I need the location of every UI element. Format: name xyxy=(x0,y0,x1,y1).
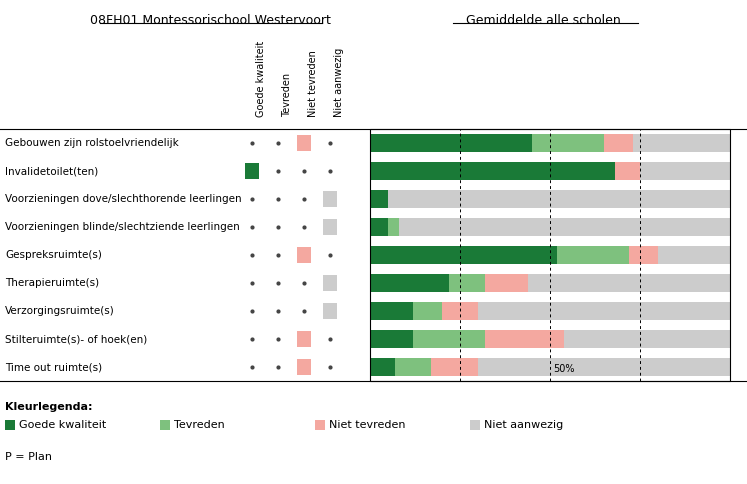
Bar xyxy=(413,330,486,348)
Bar xyxy=(323,191,337,207)
Text: Gespreksruimte(s): Gespreksruimte(s) xyxy=(5,250,102,260)
Bar xyxy=(297,331,311,347)
Bar xyxy=(370,218,388,236)
Bar xyxy=(431,358,478,376)
Bar xyxy=(528,274,730,292)
Text: Time out ruimte(s): Time out ruimte(s) xyxy=(5,362,102,372)
Text: Tevreden: Tevreden xyxy=(282,73,292,117)
Text: Verzorgingsruimte(s): Verzorgingsruimte(s) xyxy=(5,306,115,316)
Bar xyxy=(388,190,730,208)
Bar xyxy=(323,219,337,235)
Bar xyxy=(245,163,259,179)
Text: Voorzieningen blinde/slechtziende leerlingen: Voorzieningen blinde/slechtziende leerli… xyxy=(5,222,240,232)
Text: Invalidetoilet(ten): Invalidetoilet(ten) xyxy=(5,166,99,176)
Bar xyxy=(323,275,337,291)
Text: 08FH01 Montessorischool Westervoort: 08FH01 Montessorischool Westervoort xyxy=(90,14,330,27)
Text: Voorzieningen dove/slechthorende leerlingen: Voorzieningen dove/slechthorende leerlin… xyxy=(5,194,241,204)
Bar xyxy=(370,330,413,348)
Bar xyxy=(640,162,730,180)
Bar xyxy=(370,162,615,180)
Text: Gebouwen zijn rolstoelvriendelijk: Gebouwen zijn rolstoelvriendelijk xyxy=(5,138,179,148)
Bar xyxy=(478,302,730,320)
Bar xyxy=(297,247,311,263)
Bar xyxy=(323,303,337,319)
Bar xyxy=(633,134,730,152)
Bar xyxy=(557,246,629,264)
Bar xyxy=(532,134,604,152)
Bar xyxy=(395,358,431,376)
Text: Stilteruimte(s)- of hoek(en): Stilteruimte(s)- of hoek(en) xyxy=(5,334,147,344)
Bar xyxy=(370,246,557,264)
Bar xyxy=(442,302,478,320)
Text: Therapieruimte(s): Therapieruimte(s) xyxy=(5,278,99,288)
Bar xyxy=(629,246,658,264)
Bar xyxy=(370,274,449,292)
Bar xyxy=(615,162,640,180)
Bar xyxy=(604,134,633,152)
Bar xyxy=(399,218,730,236)
Bar xyxy=(565,330,730,348)
Bar xyxy=(5,420,15,430)
Bar xyxy=(370,358,395,376)
Bar xyxy=(449,274,486,292)
Bar xyxy=(370,302,413,320)
Bar xyxy=(478,358,730,376)
Bar xyxy=(486,330,565,348)
Bar xyxy=(370,134,532,152)
Bar xyxy=(297,359,311,375)
Text: Goede kwaliteit: Goede kwaliteit xyxy=(19,420,106,430)
Text: Goede kwaliteit: Goede kwaliteit xyxy=(256,41,266,117)
Bar xyxy=(160,420,170,430)
Bar xyxy=(413,302,442,320)
Text: Kleurlegenda:: Kleurlegenda: xyxy=(5,402,93,412)
Bar xyxy=(297,135,311,151)
Bar xyxy=(470,420,480,430)
Text: Gemiddelde alle scholen: Gemiddelde alle scholen xyxy=(465,14,620,27)
Text: Niet tevreden: Niet tevreden xyxy=(308,50,318,117)
Bar xyxy=(486,274,528,292)
Text: Niet aanwezig: Niet aanwezig xyxy=(484,420,563,430)
Bar xyxy=(370,129,730,381)
Text: Tevreden: Tevreden xyxy=(174,420,225,430)
Bar xyxy=(370,190,388,208)
Text: P = Plan: P = Plan xyxy=(5,452,52,462)
Text: Niet tevreden: Niet tevreden xyxy=(329,420,406,430)
Bar xyxy=(658,246,730,264)
Bar xyxy=(315,420,325,430)
Text: Niet aanwezig: Niet aanwezig xyxy=(334,48,344,117)
Bar xyxy=(388,218,399,236)
Text: 50%: 50% xyxy=(553,364,574,374)
